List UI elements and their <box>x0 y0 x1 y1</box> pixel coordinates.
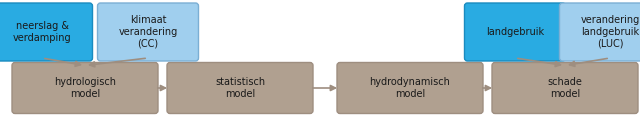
Text: hydrodynamisch
model: hydrodynamisch model <box>369 77 451 99</box>
Text: schade
model: schade model <box>548 77 582 99</box>
FancyBboxPatch shape <box>492 63 638 114</box>
FancyBboxPatch shape <box>12 63 158 114</box>
FancyBboxPatch shape <box>97 3 198 61</box>
Text: hydrologisch
model: hydrologisch model <box>54 77 116 99</box>
FancyBboxPatch shape <box>0 3 93 61</box>
Text: statistisch
model: statistisch model <box>215 77 265 99</box>
Text: verandering
landgebruik
(LUC): verandering landgebruik (LUC) <box>580 15 639 49</box>
FancyBboxPatch shape <box>167 63 313 114</box>
FancyBboxPatch shape <box>559 3 640 61</box>
FancyBboxPatch shape <box>337 63 483 114</box>
FancyBboxPatch shape <box>465 3 566 61</box>
Text: landgebruik: landgebruik <box>486 27 544 37</box>
Text: neerslag &
verdamping: neerslag & verdamping <box>13 21 71 43</box>
Text: klimaat
verandering
(CC): klimaat verandering (CC) <box>118 15 178 49</box>
